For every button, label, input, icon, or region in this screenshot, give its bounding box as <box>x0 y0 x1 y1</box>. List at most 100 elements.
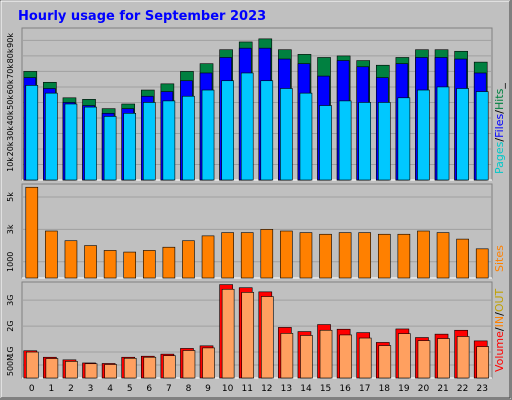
plot-layer: 10k20k30k40k50k60k70k80k90kPages/Files/H… <box>6 27 506 379</box>
panel-bottom-ytick-label: 2G <box>6 320 15 331</box>
bar-pages <box>319 105 332 181</box>
xtick-label: 21 <box>437 384 448 394</box>
bar-sites <box>103 250 117 279</box>
bar-in <box>280 333 294 379</box>
x-axis: 0 1 2 3 4 5 6 7 8 9 10 11 12 13 14 15 16 17 18 19 20 21 22 23 <box>29 384 488 394</box>
panel-bottom-ytick-label: 500M <box>6 354 15 376</box>
bar-in <box>378 345 392 379</box>
xtick-label: 1 <box>49 384 55 394</box>
bar-sites <box>142 250 156 279</box>
panel-middle-legend: Sites <box>493 245 506 272</box>
panel-top-ytick-label: 50k <box>6 95 15 110</box>
panel-middle-ytick-label: 5k <box>6 192 15 202</box>
bar-sites <box>45 230 58 279</box>
chart-title: Hourly usage for September 2023 <box>18 9 266 24</box>
bar-pages <box>64 103 78 181</box>
bar-sites <box>338 232 352 279</box>
bar-in <box>65 361 78 379</box>
xtick-label: 10 <box>222 384 234 394</box>
bar-pages <box>299 92 313 181</box>
bar-pages <box>475 91 489 181</box>
xtick-label: 14 <box>300 384 312 394</box>
bar-sites <box>240 232 254 279</box>
xtick-label: 16 <box>339 384 351 394</box>
bar-in <box>202 347 215 379</box>
xtick-label: 2 <box>68 384 74 394</box>
xtick-label: 8 <box>186 384 192 394</box>
panel-top-ytick-label: 60k <box>6 79 15 94</box>
xtick-label: 3 <box>88 384 94 394</box>
xtick-label: 11 <box>241 384 252 394</box>
bar-pages <box>84 106 97 181</box>
xtick-label: 0 <box>29 384 35 394</box>
xtick-label: 15 <box>320 384 331 394</box>
panel-top-ytick-label: 80k <box>6 48 15 63</box>
legend-entry: / <box>493 138 506 142</box>
panel-bottom-ytick-label: 3G <box>6 295 15 306</box>
bar-in <box>437 338 450 379</box>
bar-in <box>319 329 333 379</box>
panel-middle-ytick-label: 3k <box>6 224 15 234</box>
bar-sites <box>162 246 176 279</box>
legend-entry: Volume <box>493 331 506 372</box>
bar-in <box>398 333 411 379</box>
bar-sites <box>64 240 78 279</box>
bar-sites <box>123 251 137 279</box>
xtick-label: 19 <box>398 384 410 394</box>
bar-pages <box>358 102 372 181</box>
bar-in <box>123 357 137 379</box>
xtick-label: 9 <box>205 384 211 394</box>
xtick-label: 12 <box>261 384 272 394</box>
legend-entry: / <box>493 312 506 316</box>
panel-bottom-legend: Volume/IN/OUT <box>493 288 506 372</box>
panel-bottom-frame <box>21 281 493 379</box>
bar-sites <box>358 232 372 279</box>
bar-sites <box>182 240 195 279</box>
bar-pages <box>377 102 391 181</box>
bar-pages <box>436 86 450 181</box>
bar-pages <box>456 88 469 181</box>
bar-sites <box>221 232 234 279</box>
bar-pages <box>182 95 195 181</box>
xtick-label: 4 <box>107 384 113 394</box>
legend-entry: OUT <box>493 288 506 312</box>
bar-pages <box>260 80 274 181</box>
legend-entry: _ <box>493 83 506 90</box>
bar-pages <box>201 89 215 181</box>
bar-in <box>84 363 98 379</box>
bar-pages <box>103 116 117 181</box>
bar-pages <box>397 97 411 181</box>
bar-in <box>182 350 196 379</box>
bar-pages <box>417 89 430 181</box>
bar-in <box>456 336 470 379</box>
bar-pages <box>240 72 254 181</box>
bar-in <box>300 335 313 379</box>
bar-in <box>417 340 431 379</box>
xtick-label: 13 <box>281 384 292 394</box>
panel-top-legend: Pages/Files/Hits_ <box>493 83 506 174</box>
bar-pages <box>25 85 39 181</box>
bar-sites <box>475 248 489 279</box>
bar-in <box>476 346 490 379</box>
legend-entry: IN <box>493 316 506 327</box>
bar-sites <box>436 232 450 279</box>
legend-entry: / <box>493 327 506 331</box>
bar-sites <box>299 232 313 279</box>
bar-in <box>221 288 235 379</box>
bar-in <box>163 355 176 379</box>
panel-top-ytick-label: 70k <box>6 64 15 79</box>
bar-sites <box>84 245 97 279</box>
xtick-label: 17 <box>359 384 370 394</box>
xtick-label: 6 <box>146 384 152 394</box>
bar-pages <box>162 100 176 181</box>
bar-sites <box>319 233 332 279</box>
xtick-label: 18 <box>379 384 391 394</box>
bar-sites <box>397 233 411 279</box>
legend-entry: / <box>493 110 506 114</box>
bar-in <box>25 351 39 379</box>
bar-in <box>45 358 59 379</box>
panel-bottom-ytick-label: 1G <box>6 346 15 357</box>
legend-entry: Sites <box>493 245 506 272</box>
bar-in <box>339 334 352 379</box>
